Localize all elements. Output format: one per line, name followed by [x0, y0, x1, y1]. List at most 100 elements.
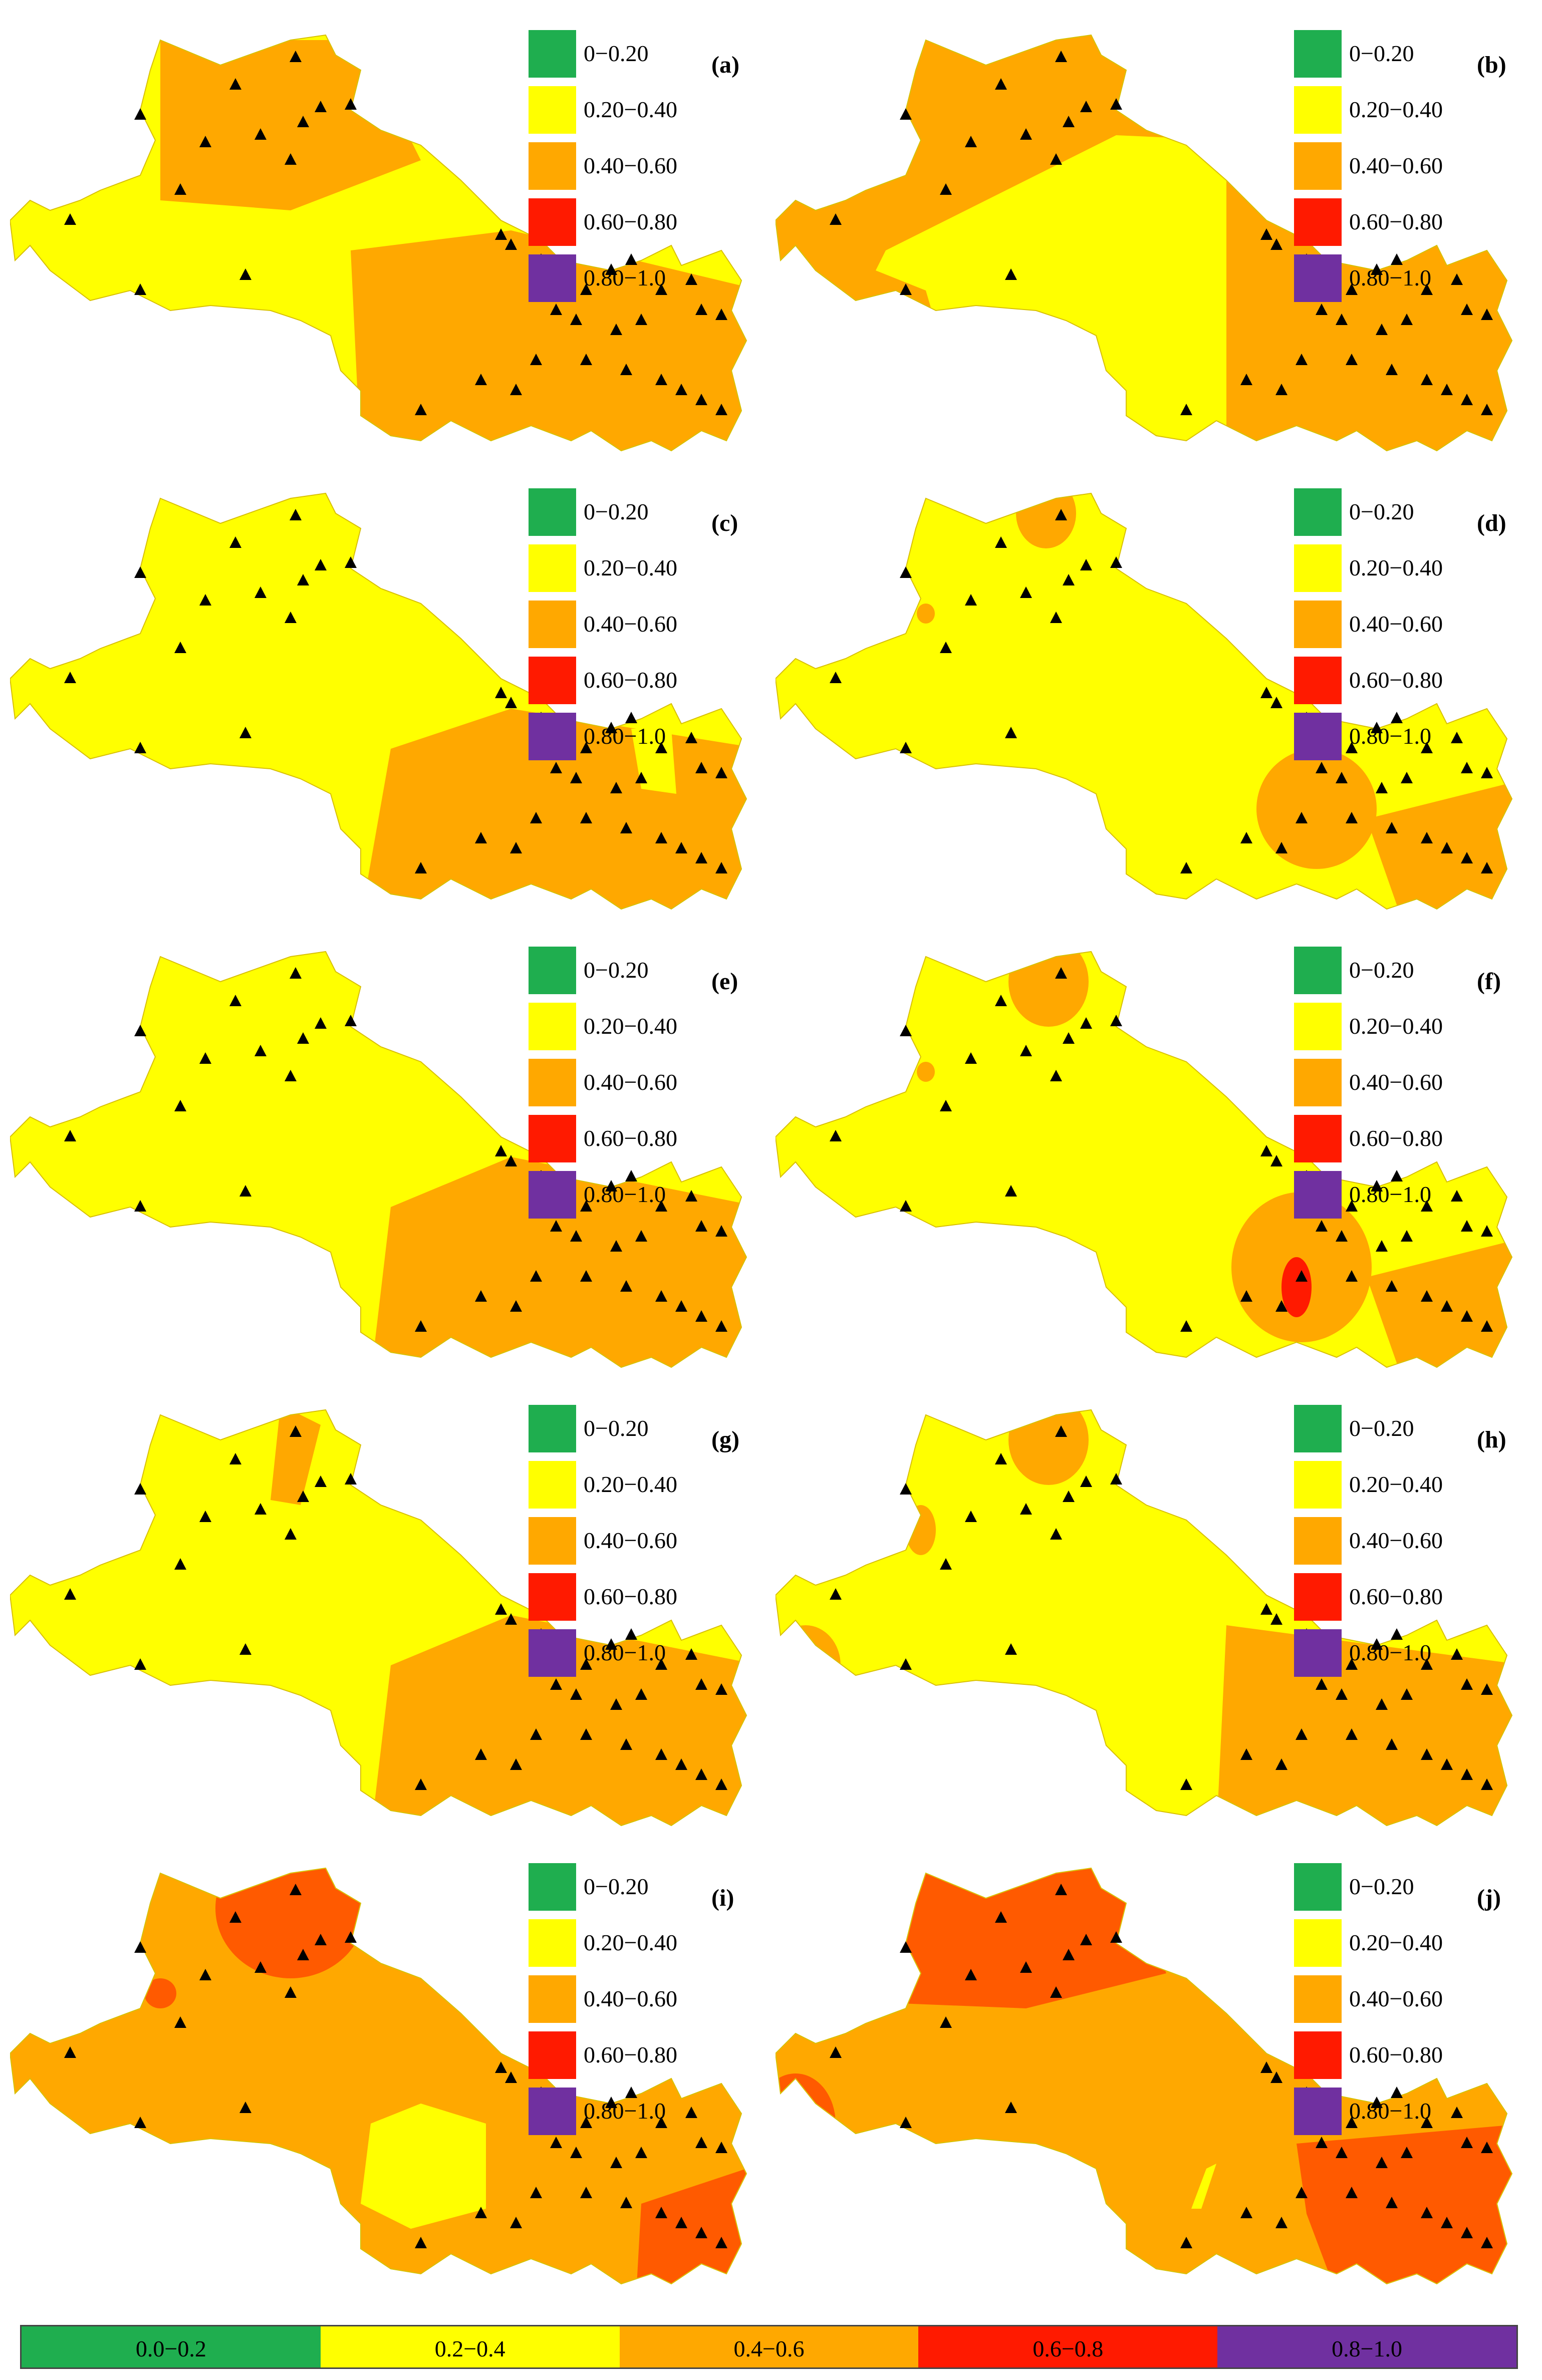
legend-label: 0−0.20: [584, 1415, 649, 1441]
legend-label: 0.60−0.80: [584, 1584, 677, 1609]
triangle-station-icon: [830, 1130, 842, 1141]
triangle-station-icon: [505, 2071, 517, 2083]
legend-label: 0.80−1.0: [584, 1181, 666, 1207]
legend-label: 0−0.20: [1349, 957, 1414, 983]
triangle-station-icon: [1020, 586, 1032, 598]
triangle-station-icon: [570, 2147, 582, 2158]
triangle-station-icon: [1020, 1045, 1032, 1056]
map-e: [10, 951, 747, 1368]
triangle-station-icon: [695, 394, 707, 405]
legend-swatch: [1294, 601, 1342, 648]
triangle-station-icon: [1336, 2147, 1348, 2158]
legend-swatch: [529, 657, 576, 704]
triangle-station-icon: [254, 586, 267, 598]
triangle-station-icon: [1461, 1220, 1473, 1232]
triangle-station-icon: [505, 238, 517, 250]
triangle-station-icon: [229, 536, 241, 548]
legend-label: 0.20−0.40: [584, 1471, 677, 1497]
triangle-station-icon: [199, 594, 211, 606]
triangle-station-icon: [530, 354, 542, 365]
legend-swatch: [1294, 254, 1342, 302]
legend-label: 0.40−0.60: [1349, 1986, 1443, 2011]
triangle-station-icon: [1386, 1280, 1398, 1292]
triangle-station-icon: [1296, 2187, 1308, 2198]
triangle-station-icon: [675, 2217, 687, 2228]
triangle-station-icon: [1481, 2142, 1493, 2153]
triangle-station-icon: [550, 762, 562, 773]
legend-label: 0.40−0.60: [1349, 153, 1443, 178]
triangle-station-icon: [715, 1683, 727, 1695]
triangle-station-icon: [1336, 1230, 1348, 1242]
triangle-station-icon: [134, 742, 146, 753]
triangle-station-icon: [1316, 2137, 1328, 2148]
triangle-station-icon: [635, 1230, 647, 1242]
triangle-station-icon: [900, 1483, 912, 1495]
triangle-station-icon: [675, 1758, 687, 1770]
triangle-station-icon: [580, 1728, 592, 1740]
triangle-station-icon: [1371, 1180, 1383, 1192]
triangle-station-icon: [1441, 2217, 1453, 2228]
triangle-station-icon: [550, 304, 562, 315]
triangle-station-icon: [495, 2061, 507, 2073]
triangle-station-icon: [64, 2046, 76, 2058]
triangle-station-icon: [1371, 722, 1383, 733]
triangle-station-icon: [134, 1483, 146, 1495]
triangle-station-icon: [134, 566, 146, 578]
bottom-legend-label: 0.2−0.4: [434, 2336, 505, 2361]
triangle-station-icon: [715, 309, 727, 320]
triangle-station-icon: [655, 283, 667, 295]
triangle-station-icon: [715, 2142, 727, 2153]
triangle-station-icon: [134, 283, 146, 295]
triangle-station-icon: [625, 253, 637, 265]
legend-label: 0−0.20: [584, 1874, 649, 1899]
triangle-station-icon: [1441, 1758, 1453, 1770]
triangle-station-icon: [695, 1310, 707, 1322]
legend-label: 0.60−0.80: [1349, 1584, 1443, 1609]
legend-label: 0.20−0.40: [584, 1013, 677, 1039]
triangle-station-icon: [475, 832, 487, 843]
panel-label: (g): [711, 1426, 739, 1453]
triangle-station-icon: [415, 862, 427, 873]
triangle-station-icon: [174, 1100, 186, 1111]
triangle-station-icon: [415, 1778, 427, 1790]
triangle-station-icon: [995, 1453, 1007, 1464]
triangle-station-icon: [315, 101, 327, 112]
triangle-station-icon: [620, 1280, 632, 1292]
triangle-station-icon: [1050, 153, 1062, 165]
station-markers: [64, 967, 727, 1332]
station-markers: [830, 967, 1493, 1332]
triangle-station-icon: [1451, 1648, 1463, 1660]
legend-swatch: [1294, 713, 1342, 760]
triangle-station-icon: [1386, 2197, 1398, 2208]
triangle-station-icon: [1376, 324, 1388, 335]
panel-label: (j): [1477, 1885, 1501, 1911]
legend-swatch: [529, 198, 576, 246]
triangle-station-icon: [64, 672, 76, 683]
triangle-station-icon: [1421, 374, 1433, 385]
triangle-station-icon: [1260, 1145, 1272, 1156]
triangle-station-icon: [1063, 574, 1075, 585]
triangle-station-icon: [1050, 1528, 1062, 1540]
triangle-station-icon: [900, 1200, 912, 1212]
legend-label: 0.60−0.80: [1349, 2042, 1443, 2067]
triangle-station-icon: [1346, 283, 1358, 295]
legend-swatch: [529, 713, 576, 760]
triangle-station-icon: [1421, 1658, 1433, 1670]
triangle-station-icon: [174, 2016, 186, 2028]
triangle-station-icon: [1461, 1678, 1473, 1690]
triangle-station-icon: [1451, 273, 1463, 285]
triangle-station-icon: [1180, 404, 1192, 415]
triangle-station-icon: [1421, 2117, 1433, 2128]
legend-swatch: [1294, 1003, 1342, 1050]
triangle-station-icon: [695, 762, 707, 773]
bottom-legend-label: 0.0−0.2: [135, 2336, 206, 2361]
triangle-station-icon: [1451, 732, 1463, 743]
triangle-station-icon: [995, 78, 1007, 90]
triangle-station-icon: [695, 1678, 707, 1690]
triangle-station-icon: [1180, 2237, 1192, 2248]
triangle-station-icon: [1401, 314, 1413, 325]
triangle-station-icon: [285, 612, 297, 623]
triangle-station-icon: [940, 642, 952, 653]
triangle-station-icon: [685, 732, 697, 743]
